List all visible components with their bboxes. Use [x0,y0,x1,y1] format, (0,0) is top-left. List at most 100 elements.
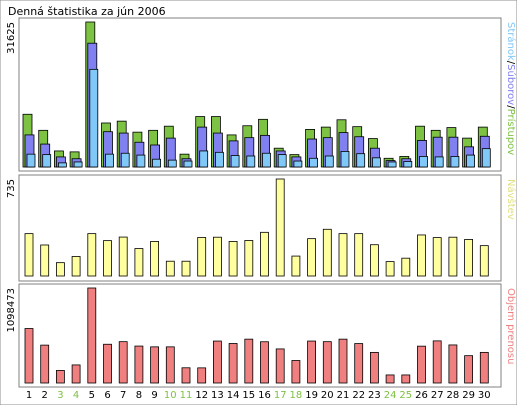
bar-Stránok-28 [450,156,460,168]
bar-Návštev-18 [291,255,301,277]
x-tick-24: 24 [384,390,397,401]
bar-Objem prenosu-22 [354,343,364,384]
x-tick-9: 9 [151,390,157,401]
bar-Objem prenosu-14 [228,343,238,384]
bar-Objem prenosu-30 [479,351,489,384]
bar-Objem prenosu-11 [181,367,191,384]
bar-Objem prenosu-28 [448,344,458,384]
series-legend-label: Objem prenosu [505,288,516,364]
bar-Návštev-9 [150,241,160,277]
bar-Objem prenosu-15 [244,338,254,384]
bar-Objem prenosu-16 [260,341,269,384]
bar-Objem prenosu-3 [56,370,65,384]
legend-part-0: Objem prenosu [505,288,516,364]
bar-Návštev-22 [354,233,364,277]
bar-Objem prenosu-20 [322,341,332,384]
series-legend-label: Stránok/Súborov/Prístupov [505,22,517,155]
x-tick-25: 25 [399,390,412,401]
bar-Návštev-27 [432,237,442,277]
bar-Návštev-21 [338,233,348,277]
bar-Návštev-16 [260,231,269,277]
bar-Návštev-11 [181,260,191,277]
bar-Návštev-28 [448,236,458,277]
x-tick-10: 10 [164,390,177,401]
bar-Stránok-8 [136,154,146,168]
bar-Objem prenosu-26 [417,345,426,384]
x-tick-5: 5 [89,390,95,401]
x-tick-13: 13 [211,390,224,401]
bar-Návštev-30 [479,245,489,277]
bar-Objem prenosu-6 [103,343,112,384]
bar-Stránok-2 [42,154,52,168]
bar-Stránok-10 [167,159,177,168]
x-tick-8: 8 [136,390,142,401]
bar-Stránok-27 [434,156,444,168]
bar-Návštev-6 [103,240,112,277]
bar-Objem prenosu-21 [338,338,348,384]
bar-Návštev-13 [212,236,222,277]
bar-Návštev-19 [307,238,317,277]
bar-Návštev-10 [165,260,175,277]
x-tick-26: 26 [415,390,428,401]
bar-Stránok-15 [246,155,256,168]
bar-Stránok-21 [340,151,350,168]
y-max-label: 1098473 [6,288,17,333]
panel-visits: 735 Návštev [6,174,517,282]
x-tick-21: 21 [337,390,350,401]
bar-Objem prenosu-19 [307,340,317,384]
y-max-label: 31625 [6,22,17,54]
bar-Stránok-6 [105,153,114,168]
bar-Objem prenosu-2 [40,344,50,384]
bar-Objem prenosu-17 [275,348,285,384]
bar-Stránok-22 [356,153,366,168]
bar-Stránok-5 [89,68,99,168]
bar-Stránok-26 [419,156,428,168]
bar-Návštev-17 [275,178,285,277]
bar-Stránok-23 [371,157,381,168]
bar-Stránok-16 [262,152,271,168]
bar-Návštev-1 [24,233,34,277]
bar-Stránok-1 [26,153,36,168]
bar-Návštev-29 [464,239,474,277]
y-max-label: 735 [6,179,17,198]
bar-Objem prenosu-4 [71,364,81,384]
bar-Objem prenosu-8 [134,345,144,384]
bar-Objem prenosu-27 [432,340,442,384]
legend-part-2: Súborov [505,64,517,105]
x-tick-14: 14 [227,390,240,401]
x-tick-30: 30 [478,390,491,401]
bar-Stránok-24 [387,161,397,168]
bar-Stránok-3 [58,162,67,168]
bar-Stránok-9 [152,158,162,168]
bar-Stránok-14 [230,155,240,168]
x-tick-22: 22 [352,390,365,401]
bar-Objem prenosu-24 [385,374,395,384]
bar-Stránok-25 [403,161,413,168]
bar-Stránok-19 [309,157,319,168]
bar-Návštev-4 [71,256,81,277]
x-tick-12: 12 [195,390,208,401]
bar-Objem prenosu-12 [197,367,207,384]
bar-Návštev-14 [228,241,238,277]
panel-kb: 1098473 Objem prenosu [6,283,516,388]
x-tick-2: 2 [42,390,48,401]
bar-Návštev-25 [401,257,411,277]
chart-title: Denná štatistika za jún 2006 [8,5,166,18]
legend-part-3: / [505,105,516,109]
bar-Stránok-18 [293,160,303,168]
bar-Stránok-17 [277,154,287,168]
bar-Návštev-15 [244,240,254,277]
bar-Návštev-2 [40,244,50,277]
x-tick-18: 18 [290,390,303,401]
x-tick-7: 7 [120,390,126,401]
series-legend-label: Návštev [505,179,517,220]
x-tick-17: 17 [274,390,287,401]
bar-Objem prenosu-10 [165,346,175,384]
bar-Návštev-12 [197,237,207,277]
x-tick-1: 1 [26,390,32,401]
x-tick-16: 16 [258,390,271,401]
bar-Objem prenosu-7 [118,341,128,384]
bar-Objem prenosu-1 [24,328,34,384]
bar-Návštev-7 [118,236,128,277]
